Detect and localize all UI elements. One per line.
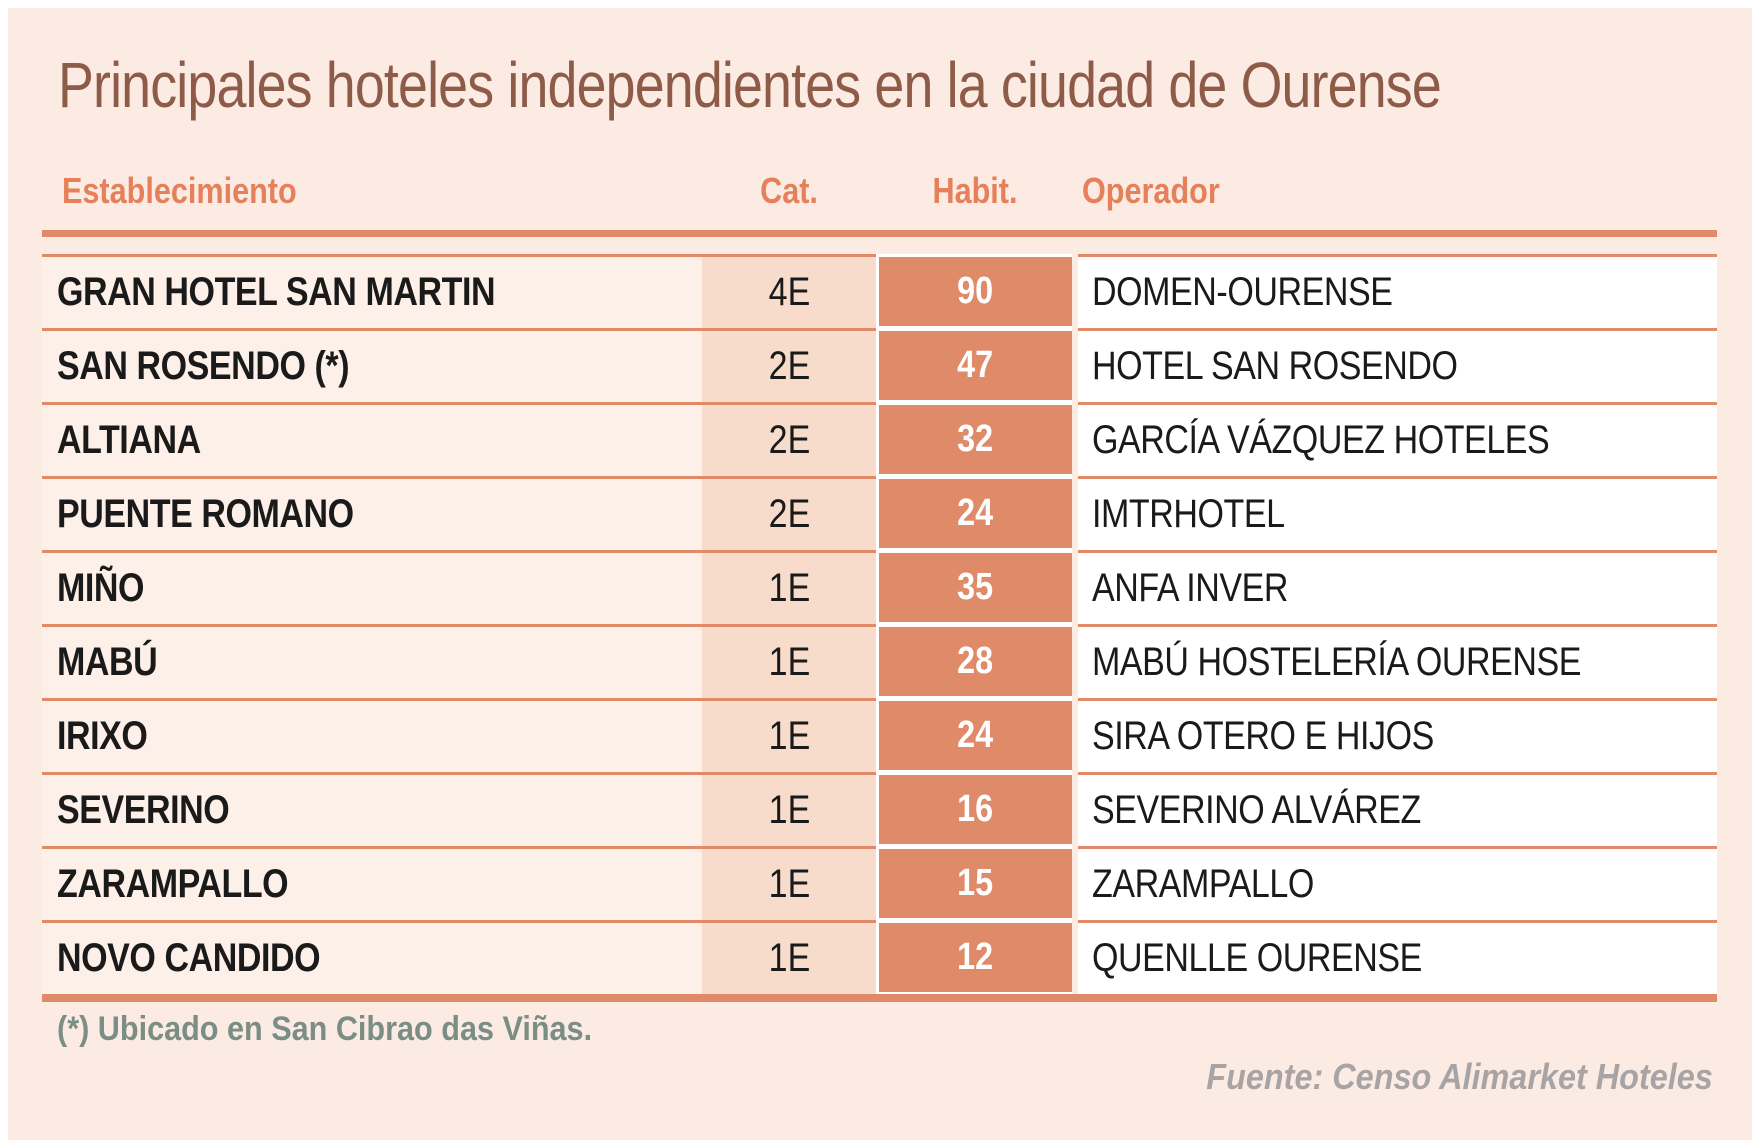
cell-establecimiento: SAN ROSENDO (*)	[42, 328, 702, 402]
cell-operador: SIRA OTERO E HIJOS	[1078, 698, 1717, 772]
table-row: ZARAMPALLO 1E 15 ZARAMPALLO	[42, 846, 1717, 920]
column-header-habitaciones: Habit.	[932, 170, 1018, 211]
cell-habitaciones: 12	[876, 920, 1072, 994]
habitaciones-highlight: 24	[879, 701, 1072, 770]
cell-operador: DOMEN-OURENSE	[1078, 254, 1717, 328]
habitaciones-highlight: 12	[879, 923, 1072, 992]
source-credit: Fuente: Censo Alimarket Hoteles	[900, 1056, 1713, 1098]
table-row: NOVO CANDIDO 1E 12 QUENLLE OURENSE	[42, 920, 1717, 994]
cell-establecimiento: PUENTE ROMANO	[42, 476, 702, 550]
cell-categoria: 1E	[702, 550, 876, 624]
page-title: Principales hoteles independientes en la…	[58, 52, 1704, 118]
footnote-text: (*) Ubicado en San Cibrao das Viñas.	[57, 1010, 593, 1048]
cell-habitaciones: 35	[876, 550, 1072, 624]
footnote: (*) Ubicado en San Cibrao das Viñas.	[57, 1010, 652, 1049]
cell-habitaciones: 24	[876, 476, 1072, 550]
cell-categoria: 2E	[702, 328, 876, 402]
cell-establecimiento: GRAN HOTEL SAN MARTIN	[42, 254, 702, 328]
source-credit-text: Fuente: Censo Alimarket Hoteles	[1206, 1056, 1713, 1097]
cell-operador: ANFA INVER	[1078, 550, 1717, 624]
cell-establecimiento: NOVO CANDIDO	[42, 920, 702, 994]
table-row: MIÑO 1E 35 ANFA INVER	[42, 550, 1717, 624]
page-title-text: Principales hoteles independientes en la…	[58, 49, 1442, 121]
habitaciones-highlight: 90	[879, 257, 1072, 326]
cell-categoria: 4E	[702, 254, 876, 328]
cell-operador: MABÚ HOSTELERÍA OURENSE	[1078, 624, 1717, 698]
column-header-categoria: Cat.	[760, 170, 818, 211]
table-row: SAN ROSENDO (*) 2E 47 HOTEL SAN ROSENDO	[42, 328, 1717, 402]
cell-habitaciones: 24	[876, 698, 1072, 772]
cell-operador: ZARAMPALLO	[1078, 846, 1717, 920]
habitaciones-highlight: 16	[879, 775, 1072, 844]
cell-operador: HOTEL SAN ROSENDO	[1078, 328, 1717, 402]
table-header-row: Establecimiento Cat. Habit. Operador	[42, 168, 1717, 214]
cell-habitaciones: 28	[876, 624, 1072, 698]
header-rule	[42, 230, 1717, 237]
table-row: IRIXO 1E 24 SIRA OTERO E HIJOS	[42, 698, 1717, 772]
cell-establecimiento: MABÚ	[42, 624, 702, 698]
cell-categoria: 2E	[702, 476, 876, 550]
cell-habitaciones: 90	[876, 254, 1072, 328]
habitaciones-highlight: 24	[879, 479, 1072, 548]
hotel-table-body: GRAN HOTEL SAN MARTIN 4E 90 DOMEN-OURENSE SA…	[42, 254, 1717, 994]
cell-categoria: 1E	[702, 920, 876, 994]
cell-operador: IMTRHOTEL	[1078, 476, 1717, 550]
cell-categoria: 1E	[702, 624, 876, 698]
cell-categoria: 1E	[702, 772, 876, 846]
cell-establecimiento: MIÑO	[42, 550, 702, 624]
cell-habitaciones: 16	[876, 772, 1072, 846]
cell-habitaciones: 47	[876, 328, 1072, 402]
table-row: PUENTE ROMANO 2E 24 IMTRHOTEL	[42, 476, 1717, 550]
habitaciones-highlight: 32	[879, 405, 1072, 474]
column-header-establecimiento: Establecimiento	[62, 170, 297, 211]
cell-categoria: 2E	[702, 402, 876, 476]
habitaciones-highlight: 28	[879, 627, 1072, 696]
habitaciones-highlight: 47	[879, 331, 1072, 400]
table-row: SEVERINO 1E 16 SEVERINO ALVÁREZ	[42, 772, 1717, 846]
cell-operador: SEVERINO ALVÁREZ	[1078, 772, 1717, 846]
bottom-rule	[42, 994, 1717, 1002]
table-row: MABÚ 1E 28 MABÚ HOSTELERÍA OURENSE	[42, 624, 1717, 698]
cell-categoria: 1E	[702, 846, 876, 920]
habitaciones-highlight: 35	[879, 553, 1072, 622]
habitaciones-highlight: 15	[879, 849, 1072, 918]
cell-habitaciones: 32	[876, 402, 1072, 476]
cell-establecimiento: ZARAMPALLO	[42, 846, 702, 920]
cell-establecimiento: ALTIANA	[42, 402, 702, 476]
column-header-operador: Operador	[1082, 170, 1220, 211]
cell-operador: GARCÍA VÁZQUEZ HOTELES	[1078, 402, 1717, 476]
table-row: GRAN HOTEL SAN MARTIN 4E 90 DOMEN-OURENSE	[42, 254, 1717, 328]
cell-operador: QUENLLE OURENSE	[1078, 920, 1717, 994]
cell-categoria: 1E	[702, 698, 876, 772]
table-row: ALTIANA 2E 32 GARCÍA VÁZQUEZ HOTELES	[42, 402, 1717, 476]
cell-habitaciones: 15	[876, 846, 1072, 920]
cell-establecimiento: IRIXO	[42, 698, 702, 772]
cell-establecimiento: SEVERINO	[42, 772, 702, 846]
